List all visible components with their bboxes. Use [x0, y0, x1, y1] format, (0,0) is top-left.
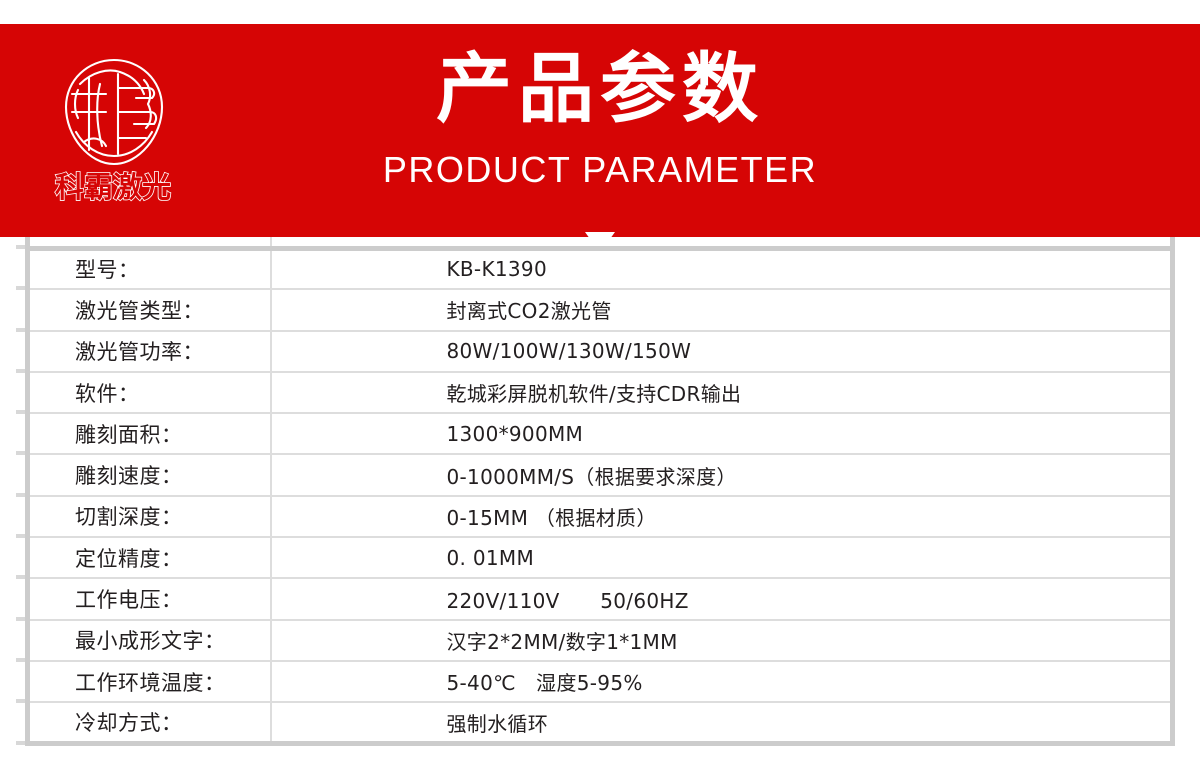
- row-tick-mark: [16, 740, 25, 745]
- row-tick-mark: [16, 492, 25, 497]
- table-row: 软件： 乾城彩屏脱机软件/支持CDR输出: [27, 371, 1173, 415]
- row-tick-mark: [16, 575, 25, 580]
- spec-value: 封离式CO2激光管: [446, 299, 612, 324]
- spec-label-cell: 雕刻速度：: [27, 454, 272, 497]
- table-top-gap-row: [27, 237, 1173, 251]
- spec-label: 定位精度：: [75, 546, 183, 571]
- table-row: 切割深度： 0-15MM （根据材质）: [27, 495, 1173, 539]
- spec-value: KB-K1390: [446, 257, 547, 282]
- spec-value: 1300*900MM: [446, 421, 584, 446]
- row-tick-mark: [16, 534, 25, 539]
- table-row: 工作电压： 220V/110V 50/60HZ: [27, 578, 1173, 621]
- spec-label: 最小成形文字：: [75, 629, 226, 654]
- spec-value: 80W/100W/130W/150W: [446, 339, 692, 364]
- spec-value-cell: 汉字2*2MM/数字1*1MM: [270, 619, 1173, 662]
- spec-label: 冷却方式：: [75, 711, 183, 736]
- spec-value-cell: 0-1000MM/S（根据要求深度）: [270, 454, 1173, 497]
- spec-table-wrapper: 型号： KB-K1390 激光管类型： 封离式CO2激光管激光管功率： 80W/100W…: [16, 237, 1175, 747]
- table-row: 激光管类型： 封离式CO2激光管: [27, 289, 1173, 332]
- spec-label: 雕刻面积：: [75, 422, 183, 447]
- page-title-cn: 产品参数: [436, 44, 764, 133]
- spec-value: 220V/110V 50/60HZ: [446, 588, 689, 613]
- spec-label-cell: 激光管类型：: [27, 289, 272, 332]
- table-row: 雕刻速度： 0-1000MM/S（根据要求深度）: [27, 454, 1173, 497]
- spec-value-cell: 80W/100W/130W/150W: [270, 330, 1173, 373]
- table-row: 冷却方式： 强制水循环: [27, 702, 1173, 744]
- spec-label-cell: 激光管功率：: [27, 330, 272, 373]
- table-row: 型号： KB-K1390: [27, 248, 1173, 291]
- row-tick-mark: [16, 245, 25, 249]
- spec-label-cell: 工作电压：: [27, 578, 272, 621]
- company-logo: 科霸激光: [38, 54, 188, 214]
- spec-value-cell: 1300*900MM: [270, 413, 1173, 456]
- table-row: 最小成形文字： 汉字2*2MM/数字1*1MM: [27, 619, 1173, 662]
- header-banner: 科霸激光 产品参数 PRODUCT PARAMETER: [0, 24, 1200, 253]
- row-tick-mark: [16, 368, 25, 373]
- spec-label-cell: 软件：: [27, 371, 272, 415]
- spec-label-cell: 最小成形文字：: [27, 619, 272, 662]
- spec-value-cell: 0. 01MM: [270, 537, 1173, 580]
- spec-label: 雕刻速度：: [75, 464, 183, 489]
- spec-table-body: 型号： KB-K1390 激光管类型： 封离式CO2激光管激光管功率： 80W/100W…: [27, 237, 1173, 744]
- spec-label: 工作电压：: [75, 588, 183, 613]
- spec-label: 工作环境温度：: [75, 670, 226, 695]
- spec-value-cell: 强制水循环: [270, 702, 1173, 744]
- spec-table: 型号： KB-K1390 激光管类型： 封离式CO2激光管激光管功率： 80W/100W…: [25, 237, 1175, 747]
- row-tick-mark: [16, 327, 25, 332]
- table-row: 激光管功率： 80W/100W/130W/150W: [27, 330, 1173, 373]
- spec-value: 0. 01MM: [446, 545, 535, 570]
- spec-value-cell: 封离式CO2激光管: [270, 289, 1173, 332]
- spec-value-cell: 乾城彩屏脱机软件/支持CDR输出: [270, 371, 1173, 415]
- spec-label-cell: 工作环境温度：: [27, 660, 272, 704]
- spec-value-cell: KB-K1390: [270, 248, 1173, 291]
- spec-label-cell: 雕刻面积：: [27, 413, 272, 456]
- spec-label-cell: 冷却方式：: [27, 702, 272, 744]
- spec-label-cell: 定位精度：: [27, 537, 272, 580]
- spec-label: 软件：: [75, 381, 140, 406]
- row-tick-mark: [16, 699, 25, 704]
- spec-value-cell: 5-40℃ 湿度5-95%: [270, 660, 1173, 704]
- spec-value: 0-1000MM/S（根据要求深度）: [446, 464, 737, 489]
- spec-label: 激光管类型：: [75, 298, 204, 323]
- spec-value-cell: 0-15MM （根据材质）: [270, 495, 1173, 539]
- page-title-en: PRODUCT PARAMETER: [382, 149, 818, 190]
- spec-label-cell: 切割深度：: [27, 495, 272, 539]
- spec-value: 5-40℃ 湿度5-95%: [446, 671, 643, 696]
- logo-wordmark: 科霸激光: [54, 169, 172, 205]
- spec-value: 乾城彩屏脱机软件/支持CDR输出: [446, 382, 742, 407]
- spec-label: 切割深度：: [75, 505, 183, 530]
- spec-label: 激光管功率：: [75, 340, 204, 365]
- row-tick-mark: [16, 616, 25, 621]
- row-tick-mark: [16, 286, 25, 291]
- spec-value: 汉字2*2MM/数字1*1MM: [446, 629, 678, 654]
- table-row: 雕刻面积： 1300*900MM: [27, 413, 1173, 456]
- spec-value: 强制水循环: [446, 711, 548, 736]
- spec-value-cell: 220V/110V 50/60HZ: [270, 578, 1173, 621]
- row-tick-mark: [16, 410, 25, 415]
- spec-label-cell: 型号：: [27, 248, 272, 291]
- table-row: 定位精度： 0. 01MM: [27, 537, 1173, 580]
- row-tick-mark: [16, 657, 25, 662]
- spec-label: 型号：: [75, 258, 140, 283]
- table-row: 工作环境温度： 5-40℃ 湿度5-95%: [27, 660, 1173, 704]
- spec-value: 0-15MM （根据材质）: [446, 505, 657, 530]
- row-tick-mark: [16, 451, 25, 456]
- circular-seal-logo-icon: [64, 58, 164, 166]
